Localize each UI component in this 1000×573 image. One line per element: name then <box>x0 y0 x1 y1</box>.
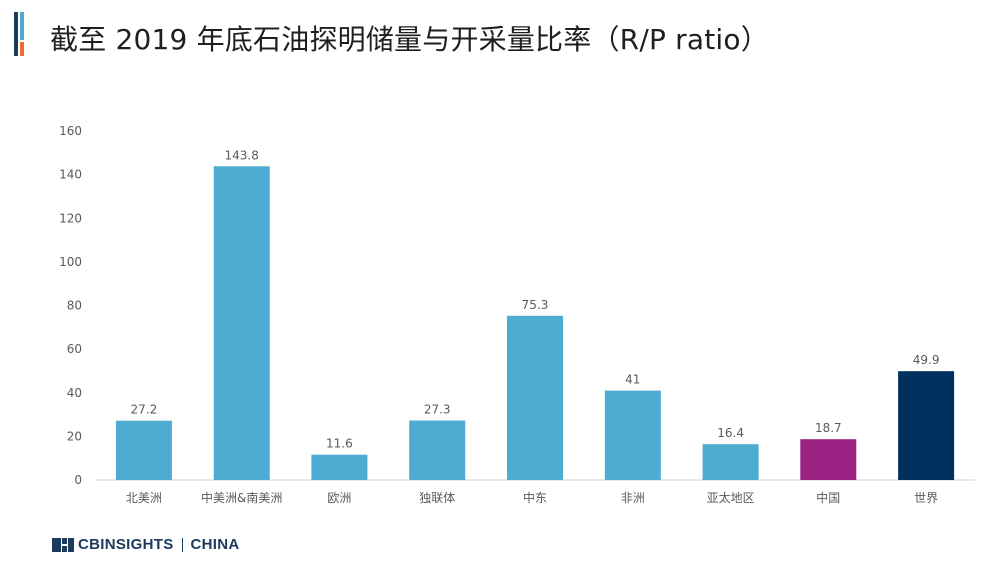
data-labels: 27.2 143.8 11.6 27.3 75.3 41 16.4 18.7 49.9 <box>131 148 940 450</box>
bar-value-label: 27.3 <box>424 403 451 417</box>
bar-value-label: 18.7 <box>815 421 842 435</box>
bar-value-label: 16.4 <box>717 426 744 440</box>
y-tick-label: 40 <box>67 386 82 400</box>
y-tick-label: 20 <box>67 429 82 443</box>
bar <box>702 444 759 480</box>
title-accent-dark-stripe <box>14 12 18 56</box>
y-tick-label: 140 <box>59 168 82 182</box>
x-tick-label: 欧洲 <box>327 491 351 505</box>
title-accent-orange-stripe <box>20 42 24 56</box>
bar <box>213 166 270 481</box>
page-title: 截至 2019 年底石油探明储量与开采量比率（R/P ratio） <box>50 23 769 56</box>
bar-value-label: 143.8 <box>225 148 259 162</box>
y-tick-label: 60 <box>67 342 82 356</box>
y-tick-label: 80 <box>67 299 82 313</box>
bar <box>311 454 368 480</box>
bar-value-label: 49.9 <box>913 353 940 367</box>
brand-left-text: CBINSIGHTS <box>78 536 174 553</box>
bar <box>507 315 563 480</box>
y-tick-label: 160 <box>59 124 82 138</box>
bar <box>898 371 955 480</box>
y-tick-label: 0 <box>74 473 82 487</box>
footer-brand: CBINSIGHTS CHINA <box>52 536 240 553</box>
x-tick-label: 世界 <box>914 491 938 505</box>
title-accent-blue-stripe <box>20 12 24 40</box>
bar-value-label: 11.6 <box>326 437 353 451</box>
x-tick-label: 中东 <box>523 490 547 505</box>
bar-value-label: 75.3 <box>522 298 549 312</box>
bar <box>604 390 661 480</box>
brand-right-text: CHINA <box>190 536 240 553</box>
brand-separator <box>181 537 183 552</box>
bar <box>115 420 172 480</box>
x-tick-label: 亚太地区 <box>707 490 755 505</box>
x-tick-label: 中美洲&南美洲 <box>201 490 282 505</box>
x-tick-labels: 北美洲 中美洲&南美洲 欧洲 独联体 中东 非洲 亚太地区 中国 世界 <box>126 490 938 505</box>
bar-series <box>115 166 955 481</box>
x-tick-label: 中国 <box>816 490 840 505</box>
x-tick-label: 北美洲 <box>126 491 162 505</box>
x-tick-label: 独联体 <box>419 491 455 505</box>
bar <box>800 439 857 480</box>
bar-value-label: 41 <box>625 373 640 387</box>
bar-value-label: 27.2 <box>131 403 158 417</box>
bar <box>409 420 466 480</box>
x-tick-label: 非洲 <box>621 491 645 505</box>
y-tick-label: 100 <box>59 255 82 269</box>
title-accent-icon <box>14 12 26 56</box>
y-axis: 0 20 40 60 80 100 120 140 160 <box>59 124 82 487</box>
y-tick-label: 120 <box>59 211 82 225</box>
cb-insights-logo-icon <box>52 537 74 552</box>
